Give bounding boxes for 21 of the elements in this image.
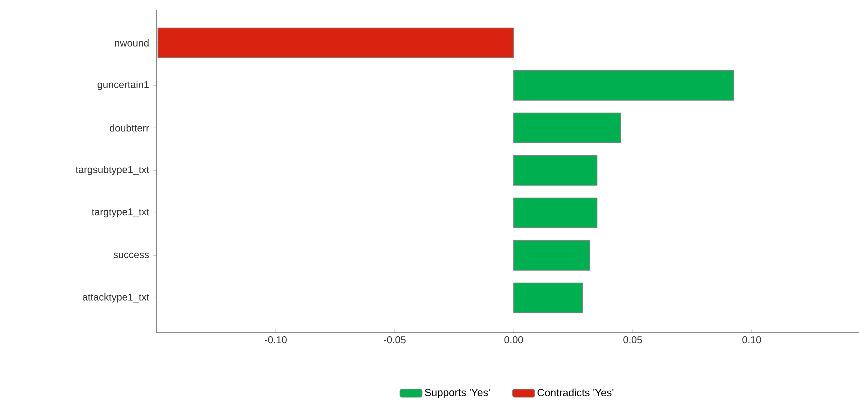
x-tick-label: 0.00 (504, 336, 524, 344)
y-tick-label: nwound (115, 39, 149, 47)
bar (514, 240, 591, 271)
bar (158, 28, 514, 58)
x-tick-label: 0.05 (624, 336, 642, 344)
y-tick-label: attacktype1_txt (82, 294, 150, 303)
bar (514, 70, 734, 101)
y-tick-label: success (114, 252, 150, 258)
y-tick-label: doubtterr (110, 124, 150, 132)
legend-label: Supports 'Yes' (425, 389, 490, 398)
bar (514, 198, 598, 228)
x-tick-label: 0.10 (742, 336, 762, 344)
y-tick-label: targsubtype1_txt (76, 166, 150, 176)
bar (514, 112, 622, 144)
x-tick-label: -0.05 (384, 336, 406, 344)
legend-label: Contradicts 'Yes' (538, 388, 614, 397)
y-tick-label: guncertain1 (98, 81, 149, 90)
bar (514, 155, 598, 186)
x-tick-label: -0.10 (265, 336, 287, 344)
y-tick-label: targtype1_txt (92, 208, 150, 218)
bar (514, 282, 584, 314)
